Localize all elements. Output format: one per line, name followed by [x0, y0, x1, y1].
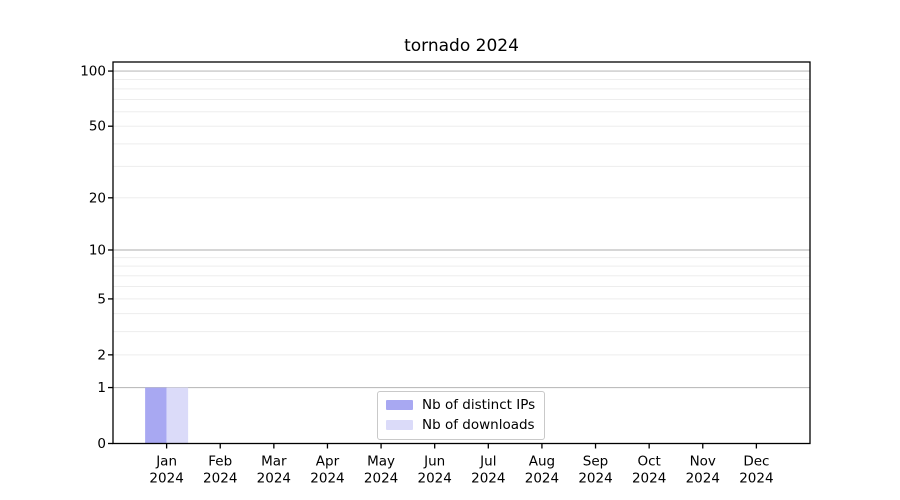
x-tick-label-month: Jan	[155, 454, 177, 470]
chart-title: tornado 2024	[404, 36, 519, 56]
x-tick-label-year: 2024	[739, 471, 773, 487]
legend-swatch	[386, 420, 413, 430]
y-tick-label: 50	[89, 119, 106, 135]
x-tick-label-month: May	[367, 454, 395, 470]
x-tick-label-month: Nov	[690, 454, 716, 470]
x-tick-label-year: 2024	[418, 471, 452, 487]
x-tick-label-month: Oct	[637, 454, 660, 470]
x-tick-label-year: 2024	[632, 471, 666, 487]
y-tick-label: 2	[97, 347, 106, 363]
x-tick-label-month: Apr	[316, 454, 340, 470]
x-tick-label-year: 2024	[257, 471, 291, 487]
x-tick-label-year: 2024	[364, 471, 398, 487]
y-tick-label: 5	[97, 291, 106, 307]
legend-swatch	[386, 400, 413, 410]
x-tick-label-year: 2024	[203, 471, 237, 487]
x-tick-label-year: 2024	[686, 471, 720, 487]
x-tick-label-year: 2024	[525, 471, 559, 487]
legend-item: Nb of downloads	[386, 417, 536, 433]
y-tick-label: 1	[97, 380, 106, 396]
plot-area	[112, 61, 811, 445]
x-tick-label-year: 2024	[149, 471, 183, 487]
x-tick-label-month: Sep	[583, 454, 608, 470]
x-tick-label-year: 2024	[578, 471, 612, 487]
x-tick-label-year: 2024	[310, 471, 344, 487]
y-tick-label: 100	[80, 64, 106, 80]
legend: Nb of distinct IPs Nb of downloads	[377, 391, 545, 440]
bar-jan-series0	[145, 387, 167, 444]
y-tick-label: 20	[89, 190, 106, 206]
x-tick-label-month: Feb	[208, 454, 232, 470]
legend-label: Nb of distinct IPs	[422, 397, 536, 413]
x-tick-label-month: Jun	[423, 454, 445, 470]
x-tick-label-month: Mar	[261, 454, 287, 470]
x-tick-label-year: 2024	[471, 471, 505, 487]
y-tick-label: 10	[89, 242, 106, 258]
legend-item: Nb of distinct IPs	[386, 397, 536, 413]
legend-label: Nb of downloads	[422, 417, 535, 433]
x-tick-label-month: Jul	[479, 454, 496, 470]
y-tick-label: 0	[97, 436, 106, 452]
x-tick-label-month: Dec	[743, 454, 769, 470]
bar-jan-series1	[166, 387, 189, 444]
x-tick-label-month: Aug	[529, 454, 555, 470]
